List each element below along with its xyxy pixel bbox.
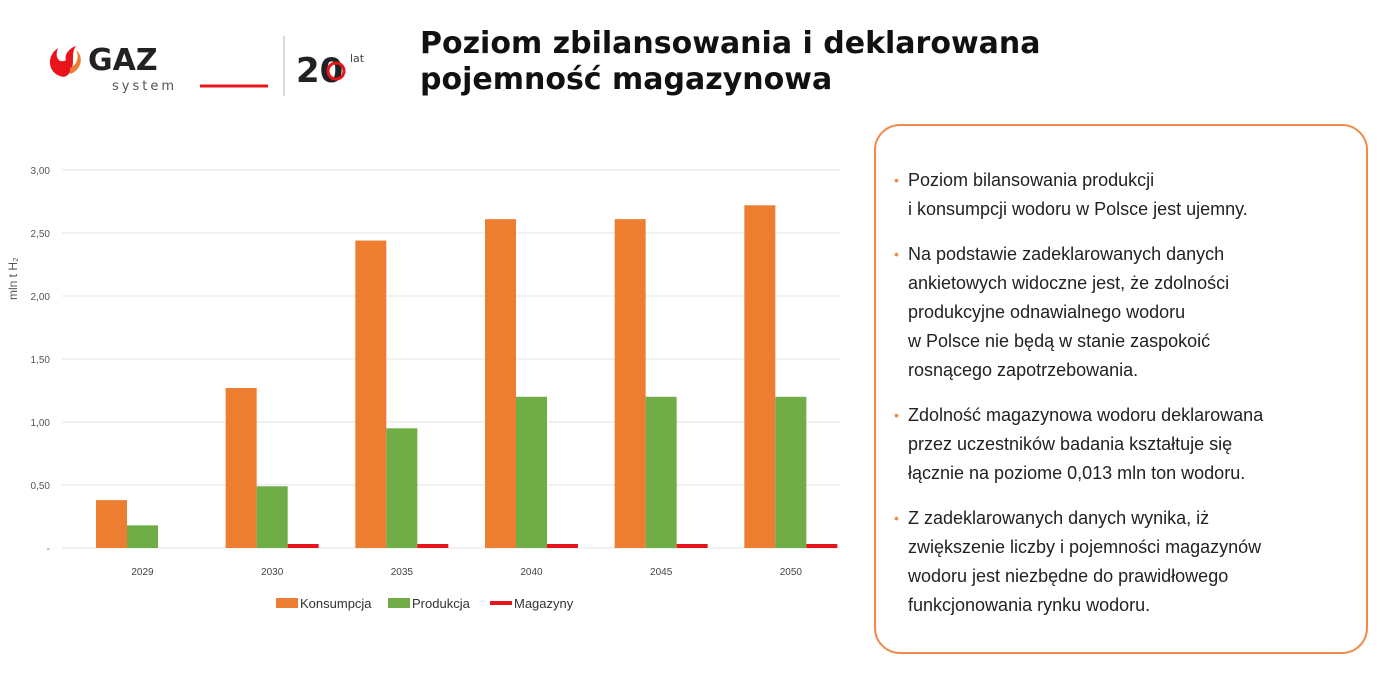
bar-konsumpcja [614,219,646,548]
y-tick-label: 0,50 [31,481,51,492]
bar-produkcja [386,428,418,548]
bar-magazyny [806,544,838,548]
x-tick-label: 2029 [131,567,154,578]
bar-konsumpcja [744,205,776,548]
logo-wordmark: GAZ [88,43,158,78]
page-title: Poziom zbilansowania i deklarowana pojem… [420,26,1140,98]
y-tick-label: 1,00 [31,418,51,429]
x-tick-label: 2030 [261,567,284,578]
chart-container: mln t H₂ - 0,50 1,00 1,50 2,00 2,50 3,00 2029 20… [0,130,860,630]
bar-produkcja [775,396,807,548]
bar-konsumpcja [96,500,127,548]
bar-chart: - 0,50 1,00 1,50 2,00 2,50 3,00 2029 2030 2035 204… [31,166,840,611]
info-panel: • Poziom bilansowania produkcji i konsump… [874,124,1368,654]
legend-swatch [388,598,410,608]
bullet-dot-icon: • [894,510,899,526]
bullet-dot-icon: • [894,407,899,423]
info-bullet: • Zdolność magazynowa wodoru deklarowana … [894,401,1352,488]
x-tick-label: 2035 [391,567,414,578]
bar-magazyny [287,544,319,548]
x-tick-label: 2045 [650,567,673,578]
info-bullet: • Na podstawie zadeklarowanych danych ank… [894,240,1352,385]
bar-konsumpcja [225,387,257,548]
bar-magazyny [547,544,578,548]
bar-magazyny [676,544,708,548]
bar-konsumpcja [355,240,387,548]
y-axis-label: mln t H₂ [6,257,20,300]
info-bullet: • Poziom bilansowania produkcji i konsump… [894,166,1352,224]
x-tick-label: 2050 [780,567,803,578]
info-bullet-list: • Poziom bilansowania produkcji i konsump… [876,126,1366,620]
y-tick-label: 1,50 [31,355,51,366]
legend-label: Konsumpcja [300,596,372,611]
legend-swatch [490,601,512,605]
page-title-line-1: Poziom zbilansowania i deklarowana [420,26,1041,61]
legend-label: Magazyny [514,596,574,611]
y-tick-label: 2,50 [31,229,51,240]
anniversary-suffix: lat [350,52,365,65]
bar-produkcja [645,396,677,548]
legend-label: Produkcja [412,596,471,611]
company-logo: GAZ system 20 lat [40,24,400,104]
logo-subtext: system [112,79,177,94]
anniversary-number: 20 [296,51,343,91]
bar-konsumpcja [485,219,516,548]
x-tick-label: 2040 [520,567,543,578]
bullet-dot-icon: • [894,172,899,188]
bar-produkcja [516,396,547,548]
info-bullet: • Z zadeklarowanych danych wynika, iż zwi… [894,504,1352,620]
bullet-dot-icon: • [894,246,899,262]
legend-swatch [276,598,298,608]
gaz-system-logo-icon: GAZ system 20 lat [49,36,365,96]
bar-magazyny [417,544,449,548]
y-tick-label: 3,00 [31,166,51,177]
y-tick-label: - [47,544,50,555]
y-tick-label: 2,00 [31,292,51,303]
page-title-line-2: pojemność magazynowa [420,62,833,97]
bar-produkcja [127,525,158,548]
bar-produkcja [256,486,288,548]
